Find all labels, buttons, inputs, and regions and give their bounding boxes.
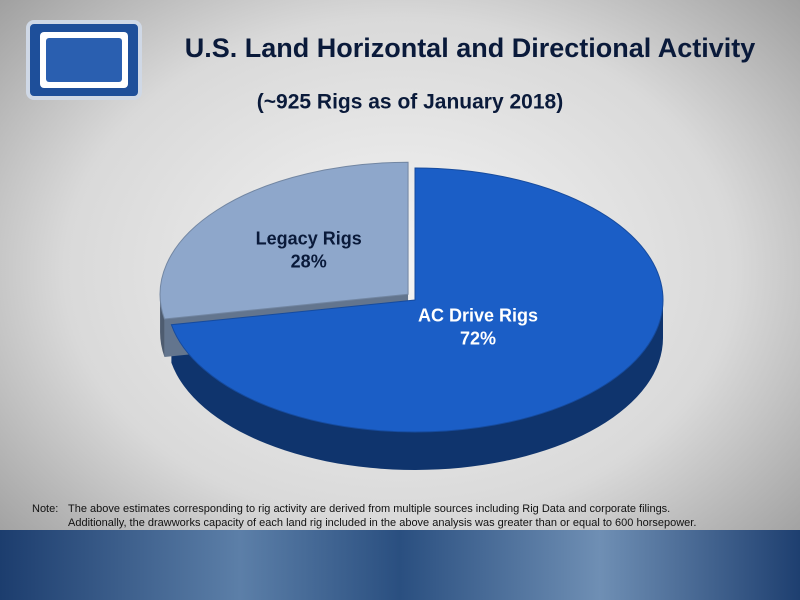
slice <box>170 167 664 433</box>
note-line: The above estimates corresponding to rig… <box>68 503 670 515</box>
slice-label: AC Drive Rigs <box>418 306 538 326</box>
slice <box>159 161 409 320</box>
note-label: Note: <box>32 503 58 515</box>
slice-value-label: 72% <box>460 329 496 349</box>
note-line: Additionally, the drawworks capacity of … <box>68 517 696 529</box>
slice-value-label: 28% <box>291 251 327 271</box>
slice-label: Legacy Rigs <box>256 228 362 248</box>
slice-side <box>160 294 165 357</box>
slice-side <box>171 300 663 470</box>
footer-strip <box>0 530 800 600</box>
logo <box>26 20 142 100</box>
pie: AC Drive Rigs 72% Legacy Rigs 28% <box>159 161 664 470</box>
chart-title: U.S. Land Horizontal and Directional Act… <box>185 33 756 63</box>
chart-subtitle: (~925 Rigs as of January 2018) <box>257 91 563 114</box>
